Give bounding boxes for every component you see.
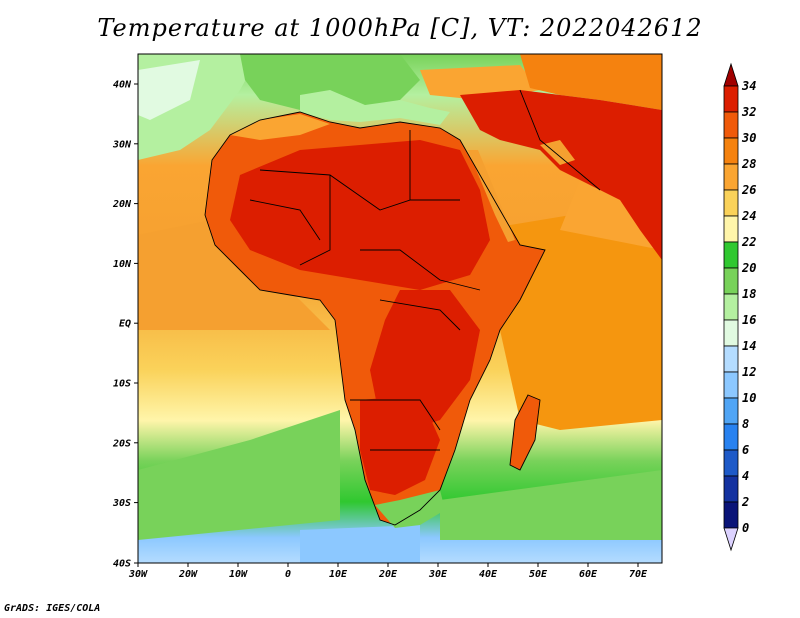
- central-asia: [520, 54, 662, 110]
- internal-border: [299, 175, 331, 266]
- colorbar-label: 10: [742, 391, 756, 405]
- colorbar-swatch: [723, 293, 739, 321]
- colorbar-label: 8: [742, 417, 749, 431]
- latitude-axis: 40N 30N 20N 10N EQ 10S 20S 30S 40S: [112, 80, 138, 570]
- colorbar-label: 28: [741, 157, 756, 171]
- southern-africa-hot: [360, 395, 440, 495]
- colorbar-label: 32: [741, 105, 756, 119]
- colorbar-label: 12: [742, 365, 756, 379]
- lat-label: 40N: [113, 80, 132, 91]
- north-africa-coast: [230, 114, 330, 140]
- south-blue-patch: [300, 525, 420, 563]
- colorbar-swatch: [723, 215, 739, 243]
- africa-coastline: [204, 111, 546, 526]
- middle-east-land: [460, 90, 662, 260]
- colorbar-swatch: [723, 449, 739, 477]
- colorbar-label: 2: [741, 495, 749, 509]
- lat-label: 40S: [113, 559, 131, 570]
- colorbar-swatch: [723, 397, 739, 425]
- lat-label: 20S: [112, 438, 131, 449]
- colorbar-swatch: [723, 241, 739, 269]
- colorbar-label: 20: [741, 261, 756, 275]
- colorbar-swatch: [723, 189, 739, 217]
- internal-border: [379, 299, 461, 331]
- internal-border: [259, 130, 411, 211]
- colorbar-bottom-triangle: [723, 527, 739, 552]
- southern-green-band: [138, 410, 340, 540]
- colorbar-label: 16: [742, 313, 756, 327]
- lon-label: 0: [285, 569, 291, 580]
- lat-label: 30N: [112, 139, 132, 150]
- lon-label: 40E: [479, 569, 498, 580]
- lat-label: EQ: [119, 319, 131, 330]
- lon-label: 60E: [579, 569, 598, 580]
- mediterranean: [300, 90, 450, 125]
- lon-label: 20E: [378, 569, 398, 580]
- lat-label: 10S: [113, 379, 131, 390]
- colorbar-swatch: [723, 85, 739, 113]
- footer-credit: GrADS: IGES/COLA: [4, 603, 101, 614]
- colorbar-swatch: [723, 423, 739, 451]
- colorbar-label: 14: [742, 339, 756, 353]
- colorbar-swatch: [723, 137, 739, 165]
- lon-label: 20W: [178, 569, 198, 580]
- lon-label: 10W: [229, 569, 248, 580]
- internal-border: [350, 399, 441, 431]
- internal-border: [360, 249, 481, 291]
- colorbar-label: 4: [742, 469, 749, 483]
- colorbar-label: 26: [741, 183, 756, 197]
- lat-label: 30S: [112, 498, 131, 509]
- map-field: [138, 54, 662, 563]
- colorbar-label: 24: [741, 209, 756, 223]
- madagascar-coastline: [509, 394, 541, 471]
- lon-label: 30E: [428, 569, 448, 580]
- madagascar: [510, 395, 540, 470]
- sahara-hot: [230, 140, 490, 290]
- colorbar-swatch: [723, 163, 739, 191]
- colorbar-swatch: [723, 475, 739, 503]
- colorbar-swatch: [723, 111, 739, 139]
- colorbar-label: 0: [742, 521, 749, 535]
- atlantic-cold-patch: [138, 60, 200, 120]
- lat-label: 20N: [112, 199, 132, 210]
- colorbar-label: 30: [741, 131, 756, 145]
- chart-title: Temperature at 1000hPa [C], VT: 20220426…: [97, 14, 703, 42]
- colorbar-top-triangle: [723, 62, 739, 87]
- lon-label: 50E: [529, 569, 548, 580]
- south-africa-cool: [375, 490, 445, 528]
- map-frame: [137, 53, 663, 564]
- internal-border: [249, 199, 321, 241]
- colorbar-swatch: [723, 371, 739, 399]
- colorbar-label: 22: [741, 235, 756, 249]
- colorbar-swatch: [723, 267, 739, 295]
- lon-label: 10E: [329, 569, 348, 580]
- colorbar-label: 18: [742, 287, 756, 301]
- lat-label: 10N: [113, 259, 132, 270]
- colorbar-swatch: [723, 319, 739, 347]
- south-indian-green: [440, 470, 662, 540]
- middle-east-border: [519, 89, 601, 191]
- longitude-axis: 30W 20W 10W 0 10E 20E 30E 40E 50E 60E 70E: [128, 563, 648, 580]
- colorbar-swatch: [723, 345, 739, 373]
- country-borders: [204, 89, 601, 526]
- colorbar-label: 34: [741, 79, 756, 93]
- tropical-atlantic-warm: [138, 220, 330, 330]
- europe-land: [240, 54, 420, 110]
- colorbar-label: 6: [742, 443, 749, 457]
- lon-label: 30W: [128, 569, 148, 580]
- persian-gulf: [540, 140, 575, 165]
- east-africa-hot: [370, 290, 480, 430]
- colorbar-swatch: [723, 501, 739, 529]
- lon-label: 70E: [629, 569, 648, 580]
